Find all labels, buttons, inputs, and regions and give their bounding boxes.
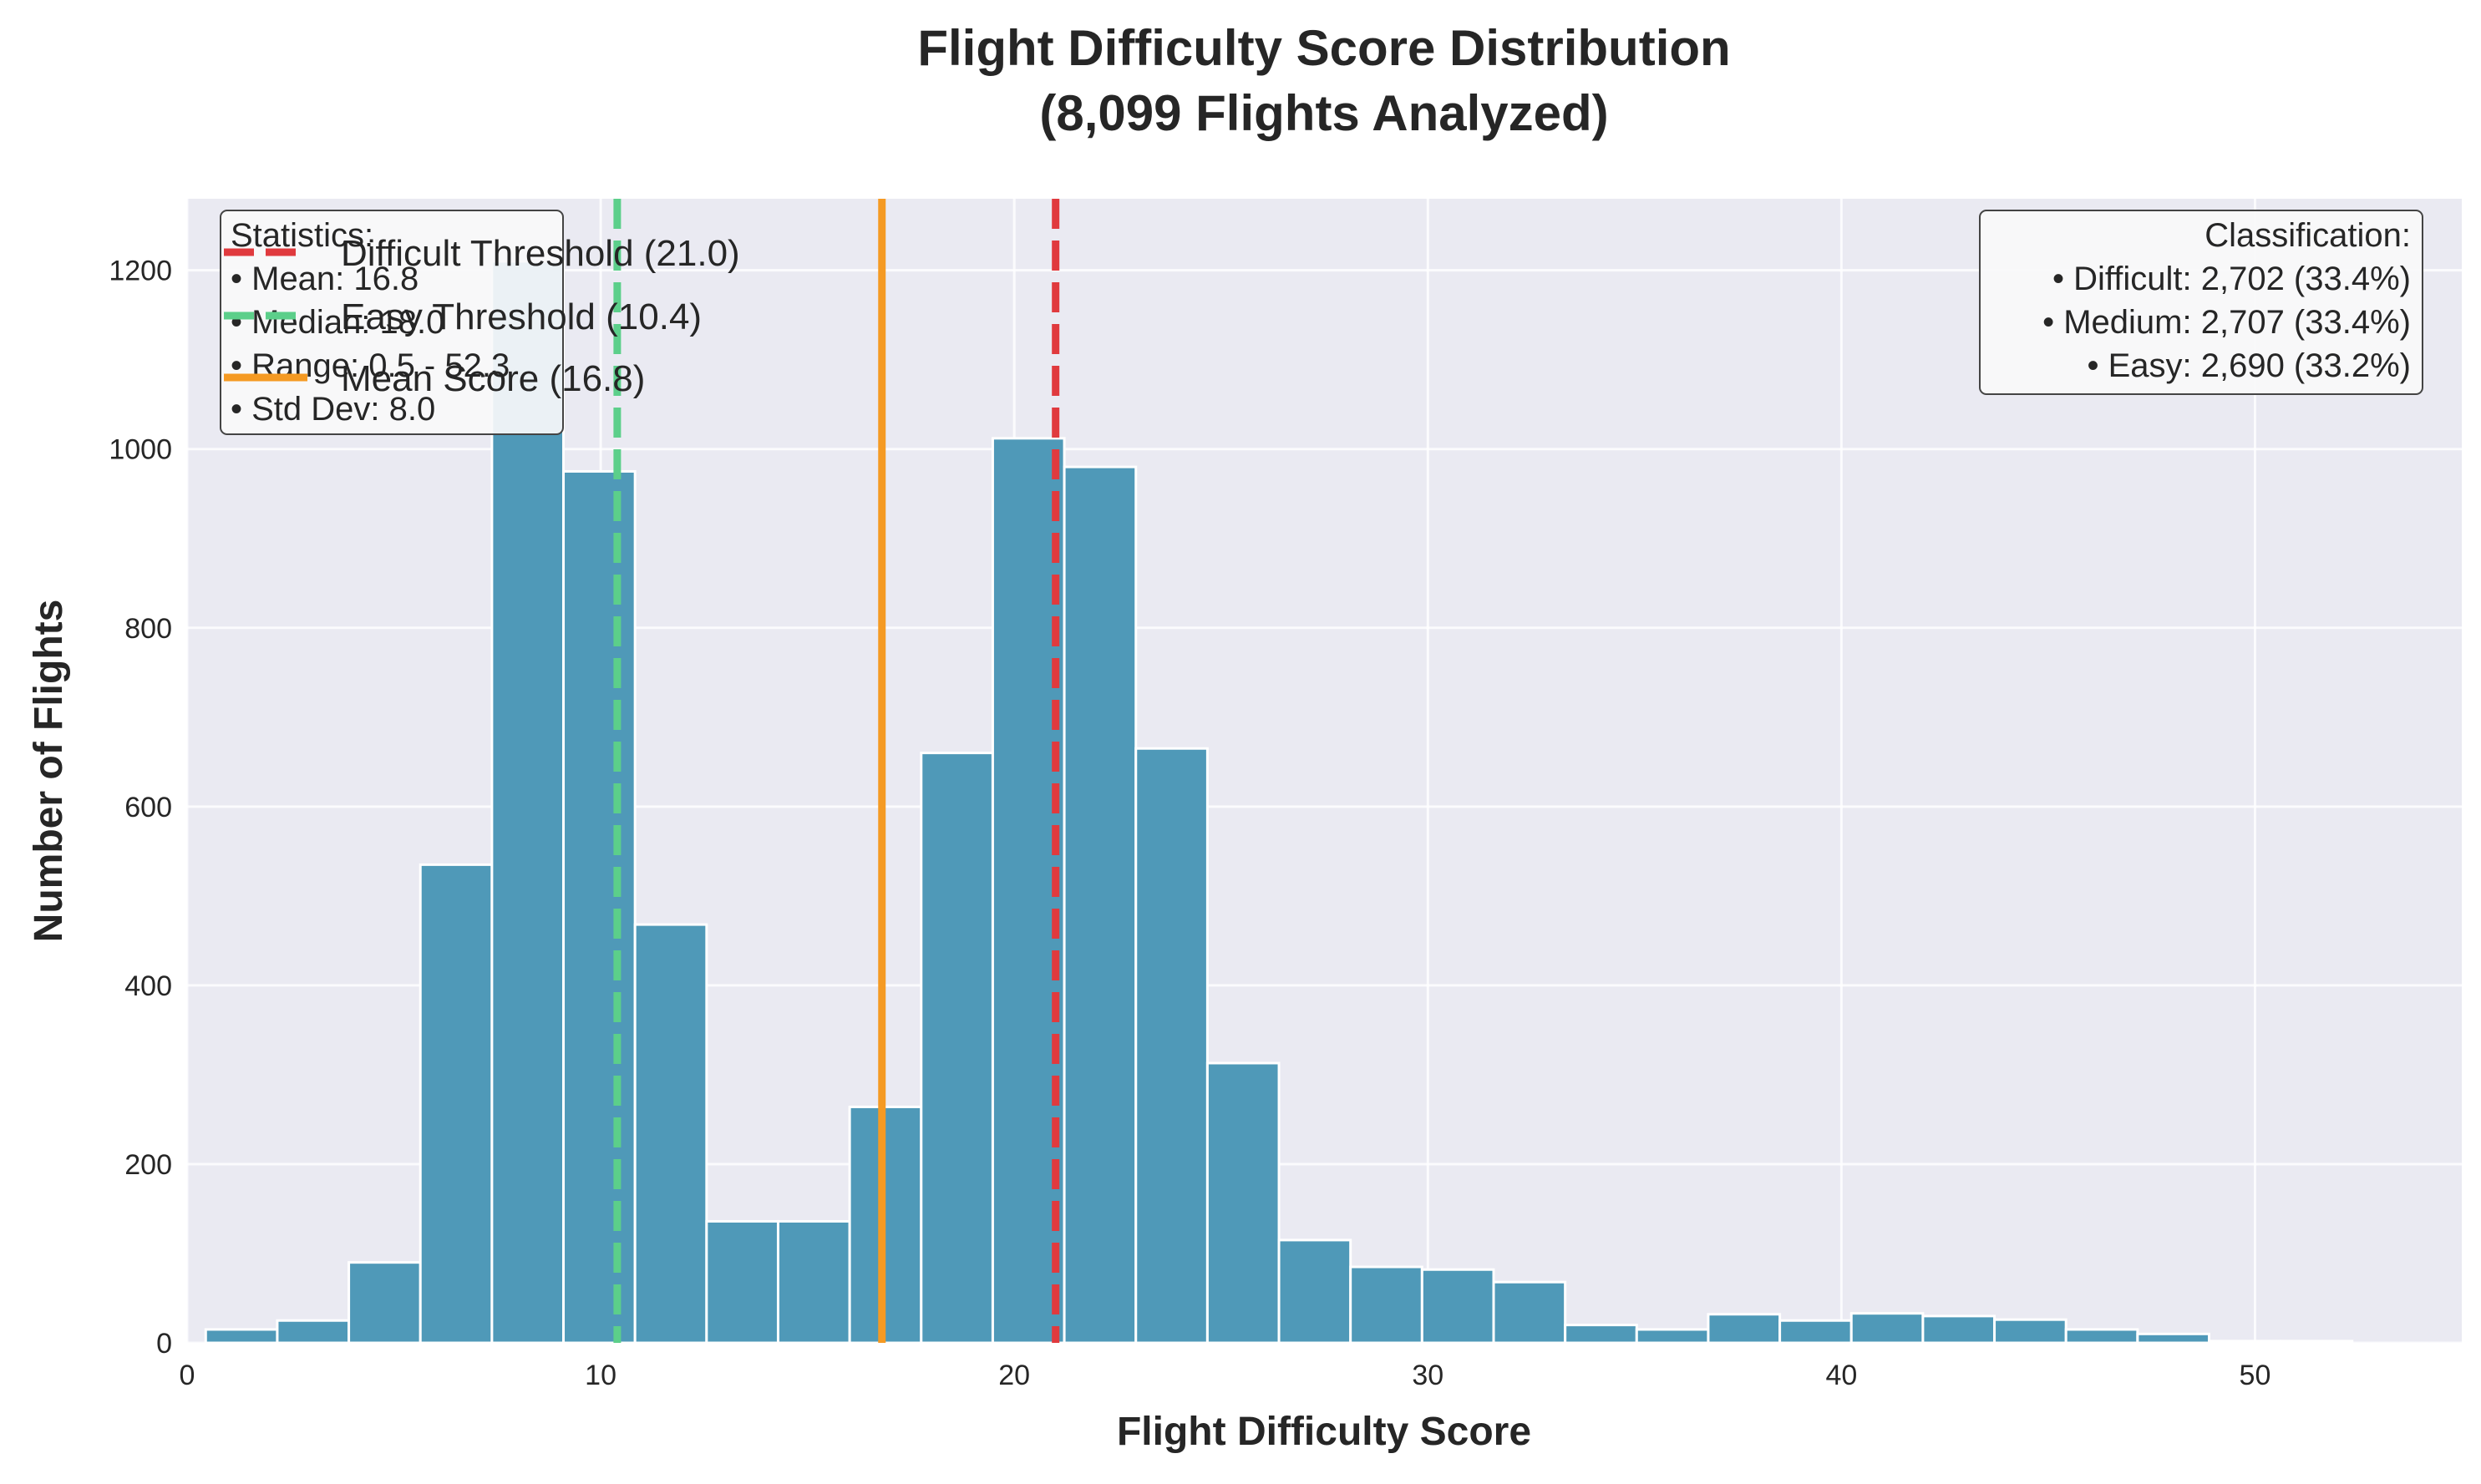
x-tick-label: 20: [998, 1360, 1030, 1391]
legend-label-mean: Mean Score (16.8): [341, 358, 645, 399]
classification-box-frame: [1979, 210, 2423, 395]
histogram-bar: [419, 863, 494, 1345]
histogram-bar: [1134, 747, 1209, 1345]
y-axis-label: Number of Flights: [27, 600, 71, 943]
y-tick-label: 1200: [109, 256, 172, 287]
x-tick-label: 0: [180, 1360, 195, 1391]
x-tick-label: 30: [1412, 1360, 1443, 1391]
histogram-bar: [1993, 1318, 2068, 1345]
x-tick-label: 50: [2240, 1360, 2271, 1391]
y-tick-label: 800: [124, 613, 172, 645]
legend-label-easy: Easy Threshold (10.4): [341, 296, 702, 337]
histogram-bar: [1778, 1319, 1853, 1345]
histogram-bar: [705, 1219, 779, 1345]
histogram-bar: [1349, 1265, 1423, 1345]
histogram-bar: [1492, 1280, 1567, 1345]
histogram-bar: [776, 1219, 851, 1345]
legend-label-difficult: Difficult Threshold (21.0): [341, 233, 740, 274]
histogram-bar: [1849, 1312, 1925, 1345]
y-tick-label: 600: [124, 792, 172, 823]
histogram-bar: [920, 752, 994, 1345]
chart-title-line2: (8,099 Flights Analyzed): [1039, 85, 1608, 141]
x-tick-label: 10: [585, 1360, 616, 1391]
statistics-mean: • Mean: 16.8: [231, 261, 419, 297]
histogram-bar: [2279, 1340, 2354, 1345]
y-tick-label: 400: [124, 970, 172, 1002]
statistics-std-dev: • Std Dev: 8.0: [231, 391, 435, 428]
histogram-bar: [348, 1261, 422, 1345]
histogram-bar: [1277, 1238, 1352, 1345]
classification-box: Classification: • Difficult: 2,702 (33.4…: [1979, 210, 2423, 395]
x-tick-label: 40: [1825, 1360, 1857, 1391]
histogram-bar: [276, 1319, 351, 1345]
statistics-median: • Median: 18.0: [231, 304, 444, 341]
histogram-bar: [204, 1328, 279, 1345]
histogram-bar: [562, 469, 637, 1345]
histogram-bar: [1635, 1328, 1710, 1345]
axis-ticks: 0 200 400 600 800 1000 1200 0 10 20 30 40 50: [109, 256, 2270, 1391]
histogram-bar: [633, 923, 708, 1345]
histogram-bar: [2064, 1328, 2139, 1345]
histogram-bar: [2136, 1332, 2210, 1345]
y-tick-label: 0: [156, 1328, 172, 1360]
y-tick-label: 1000: [109, 434, 172, 466]
threshold-lines: [613, 199, 1060, 1343]
histogram-bar: [1707, 1313, 1782, 1345]
classification-difficult: • Difficult: 2,702 (33.4%): [2052, 261, 2411, 297]
x-axis-label: Flight Difficulty Score: [1117, 1410, 1531, 1454]
histogram-bar: [1063, 465, 1138, 1345]
histogram-bar: [1420, 1268, 1495, 1345]
classification-easy: • Easy: 2,690 (33.2%): [2087, 347, 2411, 384]
histogram-bar: [1564, 1324, 1638, 1345]
y-tick-label: 200: [124, 1149, 172, 1181]
histogram-bars: [204, 260, 2354, 1345]
histogram-bar: [1205, 1061, 1281, 1345]
chart-title-line1: Flight Difficulty Score Distribution: [917, 20, 1730, 76]
legend: Difficult Threshold (21.0) Easy Threshol…: [224, 233, 740, 399]
histogram-bar: [2207, 1340, 2282, 1345]
statistics-title: Statistics:: [231, 217, 373, 254]
classification-medium: • Medium: 2,707 (33.4%): [2042, 304, 2411, 341]
classification-title: Classification:: [2204, 217, 2411, 254]
histogram-bar: [1921, 1314, 1996, 1345]
